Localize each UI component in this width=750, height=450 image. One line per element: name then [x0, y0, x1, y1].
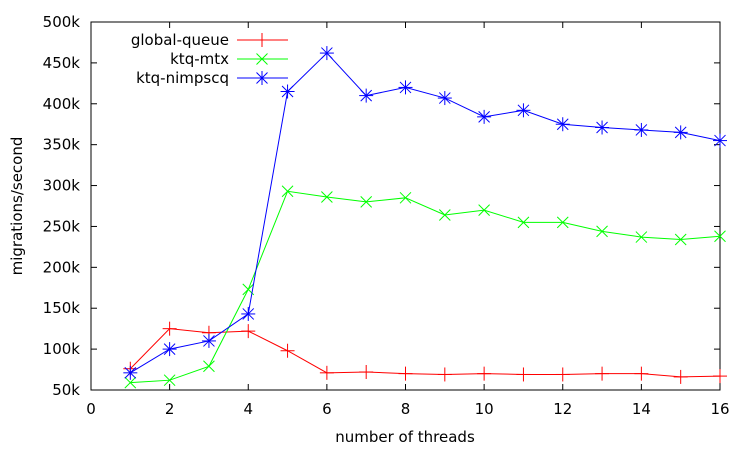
- data-point: [438, 209, 451, 221]
- data-point: [319, 365, 334, 380]
- y-tick-label: 500k: [43, 13, 81, 31]
- series-line: [130, 52, 721, 374]
- data-point: [359, 88, 374, 103]
- data-point: [634, 366, 649, 381]
- data-point: [280, 84, 295, 99]
- data-point: [517, 216, 530, 229]
- legend-label: ktq-nimpscq: [136, 69, 229, 87]
- data-point: [556, 216, 569, 229]
- legend-marker: [255, 33, 269, 47]
- data-point: [398, 366, 413, 381]
- data-point: [203, 360, 215, 373]
- x-tick-label: 6: [322, 400, 332, 418]
- y-tick-label: 400k: [43, 95, 81, 113]
- data-point: [596, 225, 608, 238]
- x-tick-label: 14: [632, 400, 651, 418]
- axis-ticks: [90, 21, 721, 391]
- data-point: [714, 230, 726, 243]
- data-point: [281, 185, 294, 198]
- y-tick-label: 350k: [43, 136, 81, 154]
- series-line: [130, 190, 721, 384]
- y-tick-label: 150k: [43, 299, 81, 317]
- x-tick-label: 2: [165, 400, 175, 418]
- y-axis-title: migrations/second: [8, 137, 26, 276]
- legend-item: ktq-nimpscq: [136, 69, 288, 87]
- legend-label: global-queue: [131, 31, 229, 49]
- data-point: [437, 367, 452, 382]
- data-point: [201, 333, 216, 348]
- data-point: [321, 191, 333, 203]
- data-point: [674, 233, 687, 246]
- data-point: [478, 204, 490, 216]
- data-point: [163, 374, 176, 387]
- data-point: [555, 117, 570, 132]
- data-point: [516, 367, 531, 382]
- data-point: [399, 191, 412, 204]
- x-tick-label: 16: [710, 400, 729, 418]
- data-point: [437, 91, 452, 106]
- legend-marker: [255, 71, 269, 85]
- x-tick-label: 12: [553, 400, 572, 418]
- y-tick-label: 300k: [43, 177, 81, 195]
- data-point: [241, 324, 256, 339]
- data-point: [124, 376, 137, 389]
- series-line: [129, 328, 721, 378]
- data-point: [673, 125, 688, 140]
- legend-marker: [256, 53, 268, 65]
- data-point: [359, 365, 374, 380]
- y-tick-label: 50k: [52, 381, 80, 399]
- x-tick-label: 10: [475, 400, 494, 418]
- x-tick-label: 8: [401, 400, 411, 418]
- data-point: [398, 80, 413, 95]
- legend-item: global-queue: [131, 31, 288, 49]
- x-tick-labels: 0 2 4 6 8 10 12 14 16: [86, 400, 729, 418]
- series-ktq-nimpscq: [123, 46, 727, 380]
- data-point: [162, 342, 177, 357]
- data-point: [555, 367, 570, 382]
- x-tick-label: 0: [86, 400, 96, 418]
- series-layer: [123, 46, 727, 389]
- data-point: [634, 122, 649, 137]
- y-tick-label: 200k: [43, 258, 81, 276]
- y-tick-label: 100k: [43, 340, 81, 358]
- legend-label: ktq-mtx: [170, 50, 229, 68]
- data-point: [162, 321, 177, 336]
- x-tick-label: 4: [243, 400, 253, 418]
- series-ktq-mtx: [124, 185, 726, 389]
- data-point: [360, 196, 373, 208]
- data-point: [713, 369, 727, 384]
- y-tick-label: 450k: [43, 54, 81, 72]
- data-point: [241, 306, 256, 321]
- data-point: [280, 343, 295, 358]
- data-point: [319, 46, 334, 61]
- data-point: [477, 366, 492, 381]
- data-point: [123, 365, 138, 380]
- data-point: [713, 133, 727, 148]
- legend-item: ktq-mtx: [170, 50, 288, 68]
- series-global-queue: [123, 321, 727, 384]
- data-point: [595, 366, 610, 381]
- data-point: [516, 103, 531, 118]
- y-tick-label: 250k: [43, 217, 81, 235]
- data-point: [673, 369, 688, 384]
- data-point: [595, 120, 610, 135]
- x-axis-title: number of threads: [335, 428, 475, 446]
- y-tick-labels: 50k 100k 150k 200k 250k 300k 350k 400k 450k 500k: [43, 13, 81, 399]
- data-point: [635, 231, 648, 243]
- data-point: [477, 109, 492, 124]
